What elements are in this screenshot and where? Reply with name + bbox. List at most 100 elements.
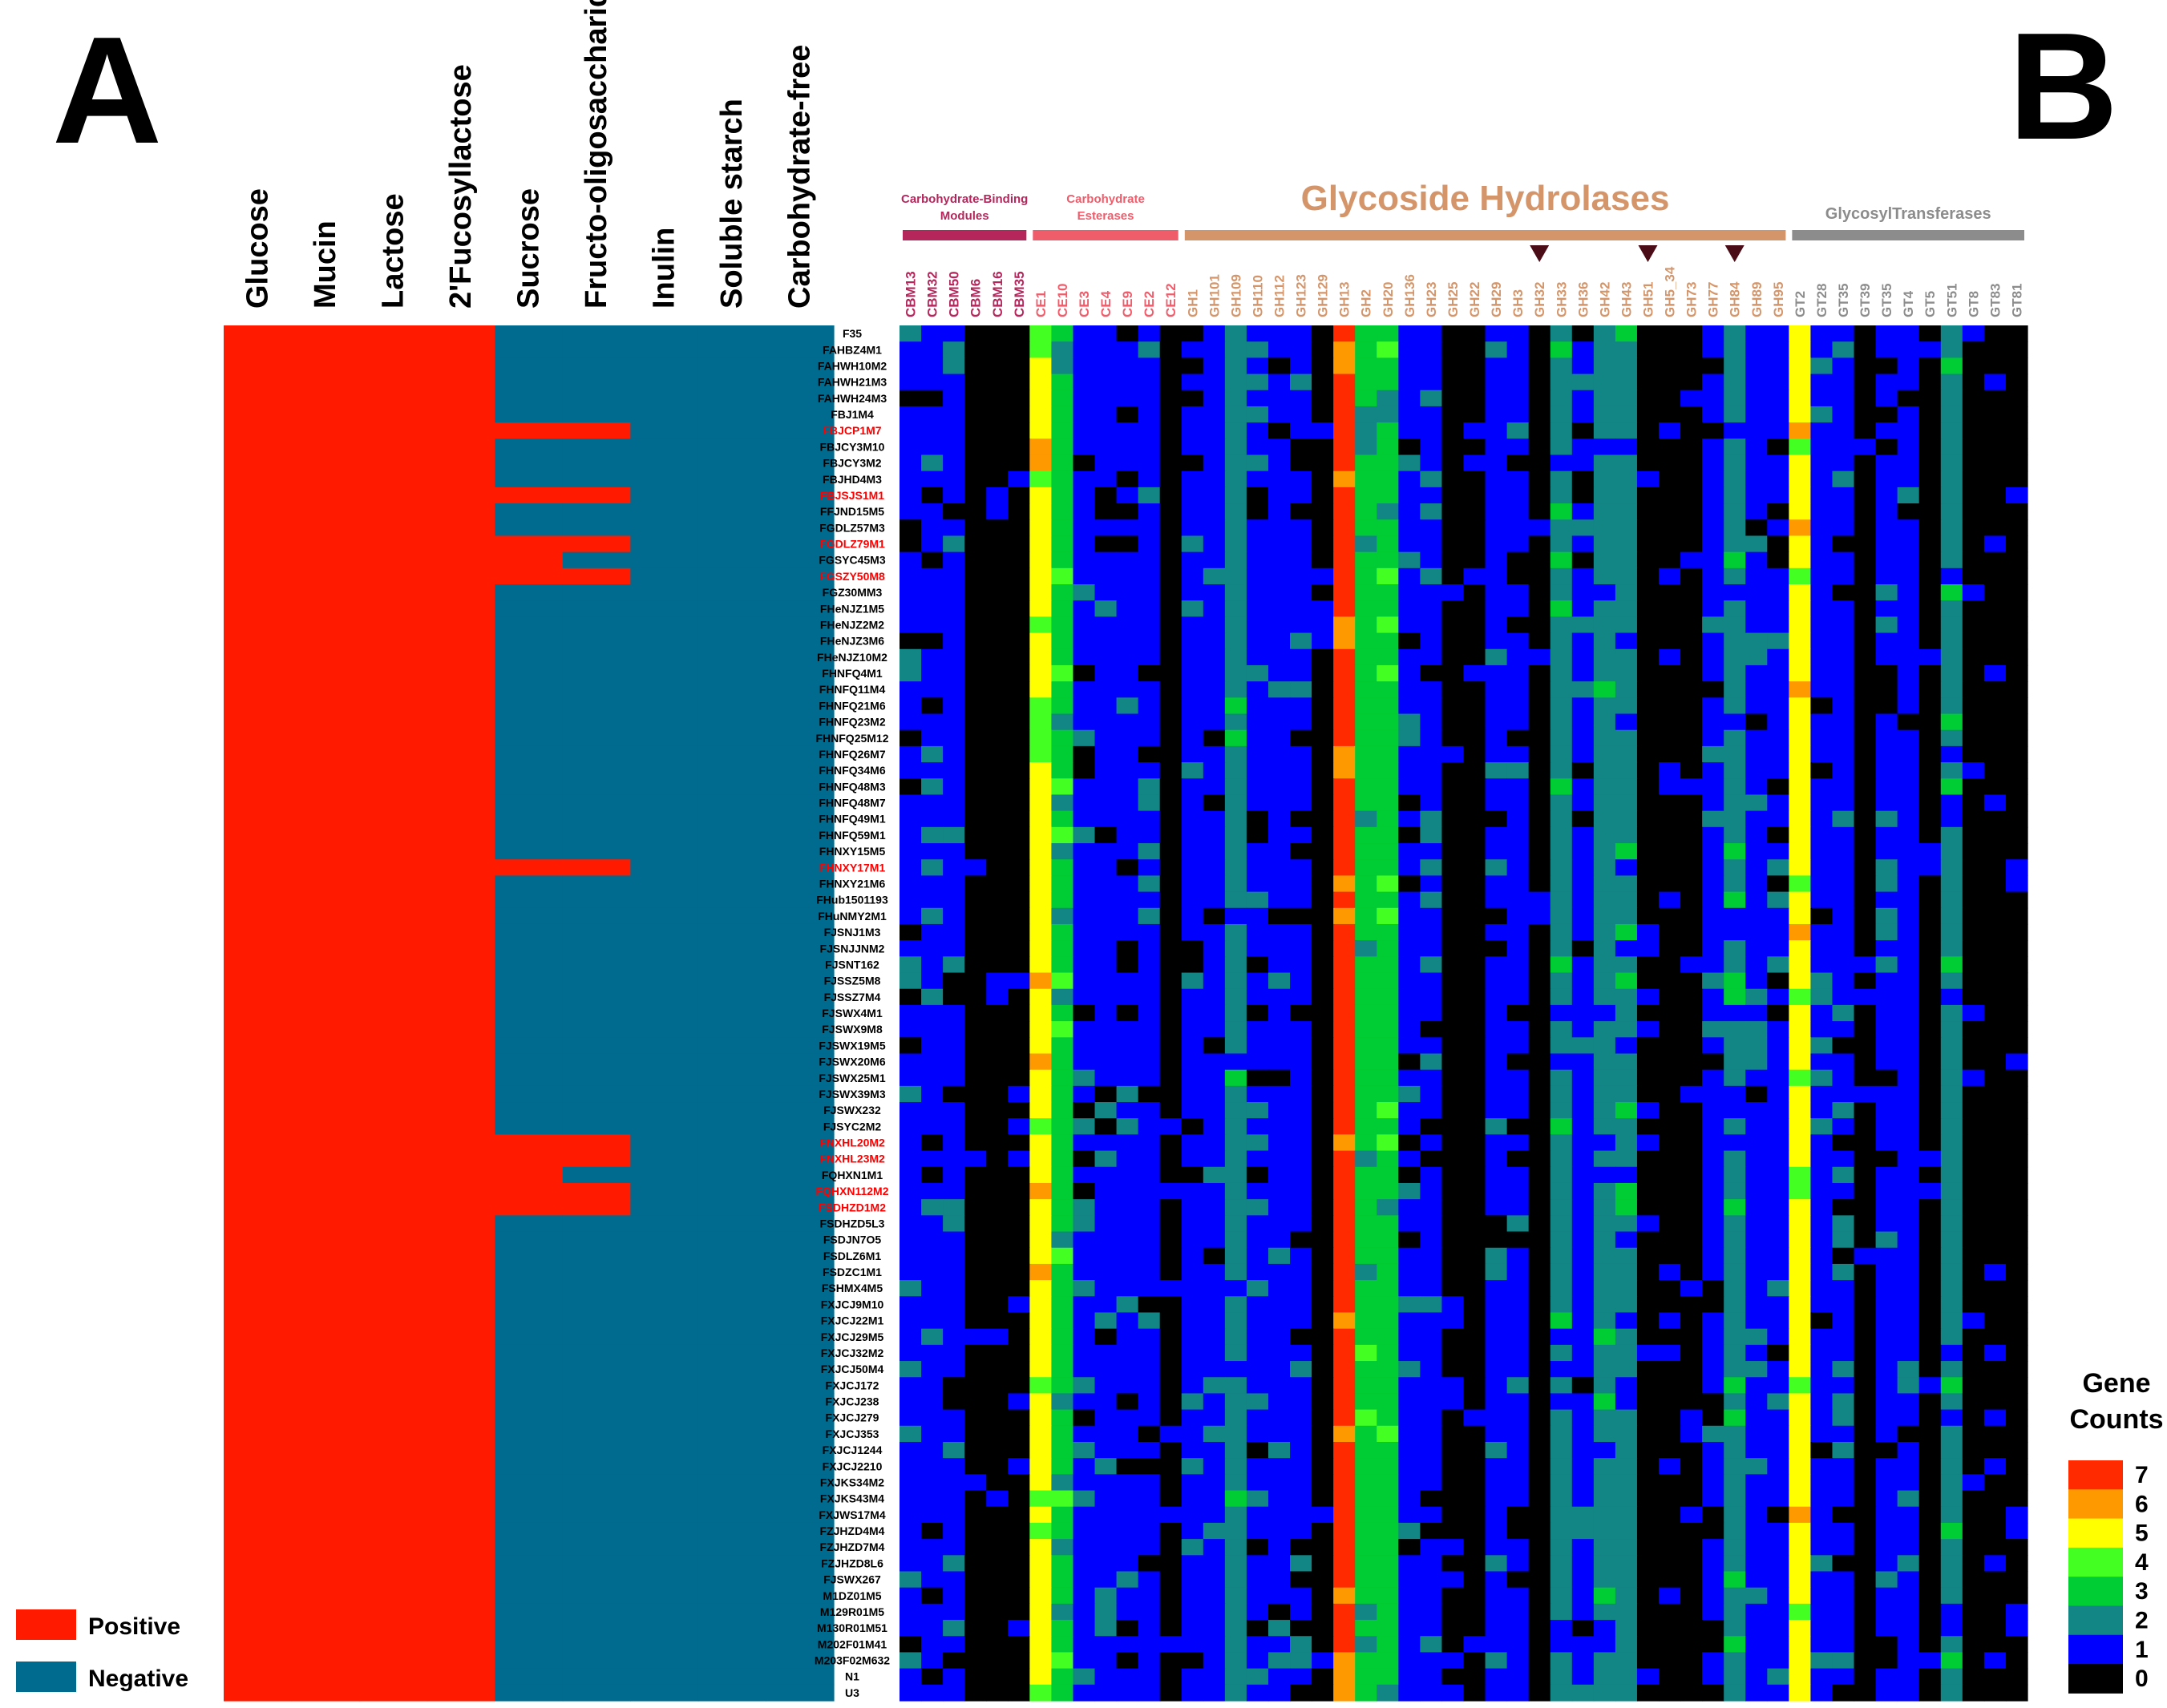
count-cell (1528, 972, 1551, 990)
count-cell (1203, 535, 1226, 553)
count-cell (1636, 826, 1660, 844)
count-cell (921, 341, 944, 358)
count-cell (986, 729, 1009, 747)
count-cell (1636, 1247, 1660, 1265)
count-cell (900, 535, 922, 553)
count-cell (1485, 648, 1508, 666)
column-label: GT28 (1814, 283, 1829, 317)
column-label: GH29 (1489, 282, 1504, 317)
count-cell (1506, 891, 1530, 909)
count-cell (1051, 1004, 1074, 1022)
count-cell (1854, 551, 1877, 569)
count-cell (1246, 1037, 1269, 1055)
count-cell (986, 940, 1009, 957)
count-cell (1550, 729, 1573, 747)
count-cell (1420, 1490, 1443, 1508)
count-cell (1571, 988, 1595, 1006)
count-cell (1333, 1166, 1356, 1184)
growth-cell (427, 891, 495, 909)
count-cell (1983, 810, 2007, 828)
count-cell (1745, 373, 1768, 391)
count-cell (1333, 1458, 1356, 1475)
count-cell (1528, 1312, 1551, 1330)
count-cell (1203, 551, 1226, 569)
count-cell (1138, 1361, 1161, 1378)
growth-cell (562, 729, 631, 747)
count-cell (1702, 584, 1724, 601)
count-cell (1962, 1280, 1985, 1297)
count-cell (1073, 1361, 1096, 1378)
count-cell (1636, 1296, 1660, 1314)
growth-cell (562, 1150, 631, 1168)
growth-cell (427, 1231, 495, 1249)
count-cell (1528, 341, 1551, 358)
count-cell (1267, 1021, 1291, 1038)
count-cell (1506, 956, 1530, 974)
growth-cell (630, 1490, 699, 1508)
count-cell (1094, 1118, 1118, 1136)
count-cell (1159, 681, 1183, 698)
count-cell (1593, 1004, 1616, 1022)
count-cell (1659, 470, 1681, 488)
count-cell (1246, 859, 1269, 876)
count-cell (964, 341, 987, 358)
growth-cell (291, 1199, 360, 1216)
growth-cell (495, 907, 564, 925)
count-cell (1420, 1150, 1443, 1168)
count-cell (1702, 956, 1724, 974)
count-cell (1246, 341, 1269, 358)
count-cell (1398, 1134, 1421, 1152)
growth-cell (359, 826, 428, 844)
count-cell (1875, 519, 1898, 537)
count-cell (1420, 632, 1443, 650)
count-cell (1094, 940, 1118, 957)
count-cell (1094, 1085, 1118, 1103)
count-cell (1593, 956, 1616, 974)
count-cell (1116, 843, 1139, 860)
count-cell (1615, 454, 1638, 472)
count-cell (1962, 1004, 1985, 1022)
count-cell (1875, 535, 1898, 553)
count-cell (1267, 1377, 1291, 1395)
count-cell (1615, 519, 1638, 537)
growth-cell (224, 956, 293, 974)
count-cell (1355, 357, 1377, 375)
count-cell (1789, 1506, 1812, 1524)
count-cell (1528, 1102, 1551, 1119)
count-cell (1246, 1328, 1269, 1346)
count-cell (1789, 1296, 1812, 1314)
growth-cell (495, 681, 564, 698)
count-cell (1983, 729, 2007, 747)
count-cell (1203, 1425, 1226, 1443)
count-cell (964, 600, 987, 617)
count-cell (1593, 373, 1616, 391)
count-cell (1875, 1312, 1898, 1330)
count-cell (1593, 940, 1616, 957)
count-cell (1789, 891, 1812, 909)
count-cell (1029, 487, 1053, 504)
count-cell (1485, 1134, 1508, 1152)
count-cell (1224, 1425, 1247, 1443)
count-cell (1897, 745, 1920, 763)
count-cell (986, 988, 1009, 1006)
substrate-headers: Glucose Mucin Lactose 2'Fucosyllactose Sucro… (241, 0, 816, 309)
count-cell (921, 567, 944, 585)
strain-label: FBJCY3M2 (823, 457, 881, 470)
count-cell (1008, 843, 1030, 860)
growth-cell (697, 487, 767, 504)
count-cell (1029, 1150, 1053, 1168)
count-cell (1789, 1539, 1812, 1556)
count-cell (1615, 1166, 1638, 1184)
count-cell (1810, 1506, 1833, 1524)
count-cell (1290, 1425, 1312, 1443)
count-cell (1094, 1344, 1118, 1362)
count-cell (1767, 826, 1789, 844)
count-cell (1398, 1377, 1421, 1395)
count-cell (1398, 745, 1421, 763)
count-cell (1138, 1182, 1161, 1200)
count-cell (1940, 988, 1963, 1006)
count-cell (1224, 1118, 1247, 1136)
count-cell (1377, 503, 1399, 520)
count-cell (1680, 1118, 1703, 1136)
count-cell (1571, 697, 1595, 715)
